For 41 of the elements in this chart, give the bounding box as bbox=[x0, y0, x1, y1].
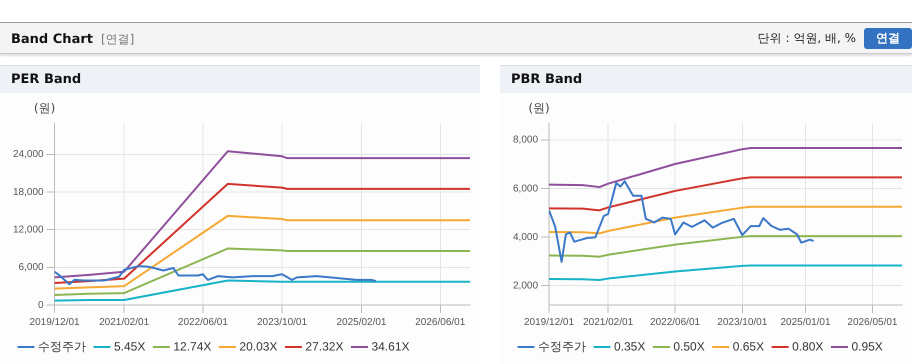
legend-label: 수정주가 bbox=[538, 339, 586, 354]
x-tick-label: 2021/02/01 bbox=[583, 316, 634, 328]
legend-label: 5.45X bbox=[114, 339, 146, 354]
y-tick-label: 0 bbox=[38, 300, 44, 311]
text: [연결] bbox=[100, 32, 134, 46]
y-axis-title: (원) bbox=[34, 101, 56, 116]
x-tick-label: 2023/10/01 bbox=[717, 316, 768, 328]
text: 단위 : 억원, 배, % bbox=[758, 30, 856, 47]
y-tick-label: 8,000 bbox=[512, 134, 538, 146]
legend-label: 12.74X bbox=[173, 339, 212, 354]
legend-label: 20.03X bbox=[239, 339, 278, 354]
x-tick-label: 2022/06/01 bbox=[650, 316, 701, 328]
legend-label: 0.50X bbox=[673, 339, 705, 354]
text: Band Chart bbox=[11, 32, 93, 47]
y-tick-label: 18,000 bbox=[12, 186, 44, 198]
x-tick-label: 2022/06/01 bbox=[178, 316, 228, 328]
legend-label: 0.65X bbox=[732, 339, 764, 354]
legend-label: 0.80X bbox=[792, 339, 824, 354]
y-tick-label: 12,000 bbox=[12, 224, 44, 236]
chart-title: PBR Band bbox=[500, 65, 912, 93]
x-tick-label: 2025/01/01 bbox=[780, 316, 831, 328]
legend-label: 34.61X bbox=[371, 339, 410, 354]
x-tick-label: 2021/02/01 bbox=[99, 316, 150, 328]
text: 연결 bbox=[864, 28, 912, 49]
y-tick-label: 2,000 bbox=[512, 280, 538, 292]
legend-label: 수정주가 bbox=[38, 339, 86, 354]
y-axis-title: (원) bbox=[528, 101, 550, 116]
x-tick-label: 2019/12/01 bbox=[30, 316, 80, 328]
legend-label: 0.35X bbox=[614, 339, 646, 354]
y-tick-label: 24,000 bbox=[12, 149, 44, 160]
x-tick-label: 2023/10/01 bbox=[257, 316, 308, 328]
legend-label: 27.32X bbox=[305, 339, 344, 354]
chart-title: PER Band bbox=[0, 65, 480, 93]
x-tick-label: 2019/12/01 bbox=[524, 316, 574, 328]
x-tick-label: 2025/02/01 bbox=[336, 316, 387, 328]
y-tick-label: 6,000 bbox=[512, 183, 538, 194]
legend-label: 0.95X bbox=[851, 339, 883, 354]
y-tick-label: 6,000 bbox=[18, 262, 44, 274]
x-tick-label: 2026/06/01 bbox=[415, 316, 466, 328]
x-tick-label: 2026/05/01 bbox=[847, 316, 898, 328]
y-tick-label: 4,000 bbox=[512, 232, 538, 243]
